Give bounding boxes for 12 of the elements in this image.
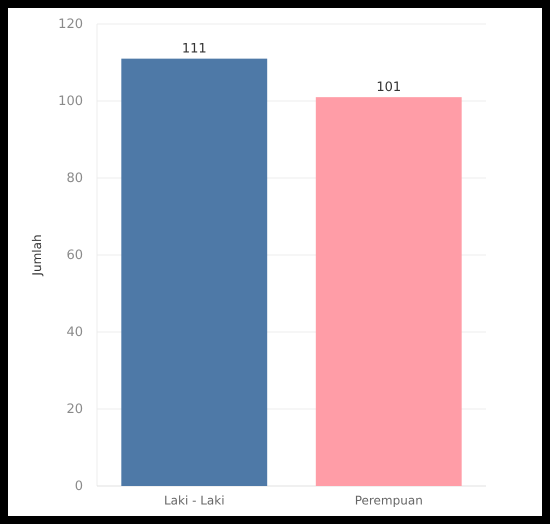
y-tick-label: 120 <box>58 17 83 32</box>
y-tick-label: 100 <box>58 94 83 110</box>
y-tick-label: 40 <box>66 325 83 340</box>
y-axis-title: Jumlah <box>30 234 44 277</box>
y-tick-label: 60 <box>66 248 83 264</box>
y-tick-label: 80 <box>66 171 83 186</box>
data-label: 101 <box>376 80 402 96</box>
x-tick-label: Perempuan <box>354 494 423 508</box>
x-tick-label: Laki - Laki <box>164 494 225 508</box>
data-label: 111 <box>182 42 207 57</box>
y-tick-label: 20 <box>66 402 83 418</box>
y-tick-label: 0 <box>74 479 83 494</box>
